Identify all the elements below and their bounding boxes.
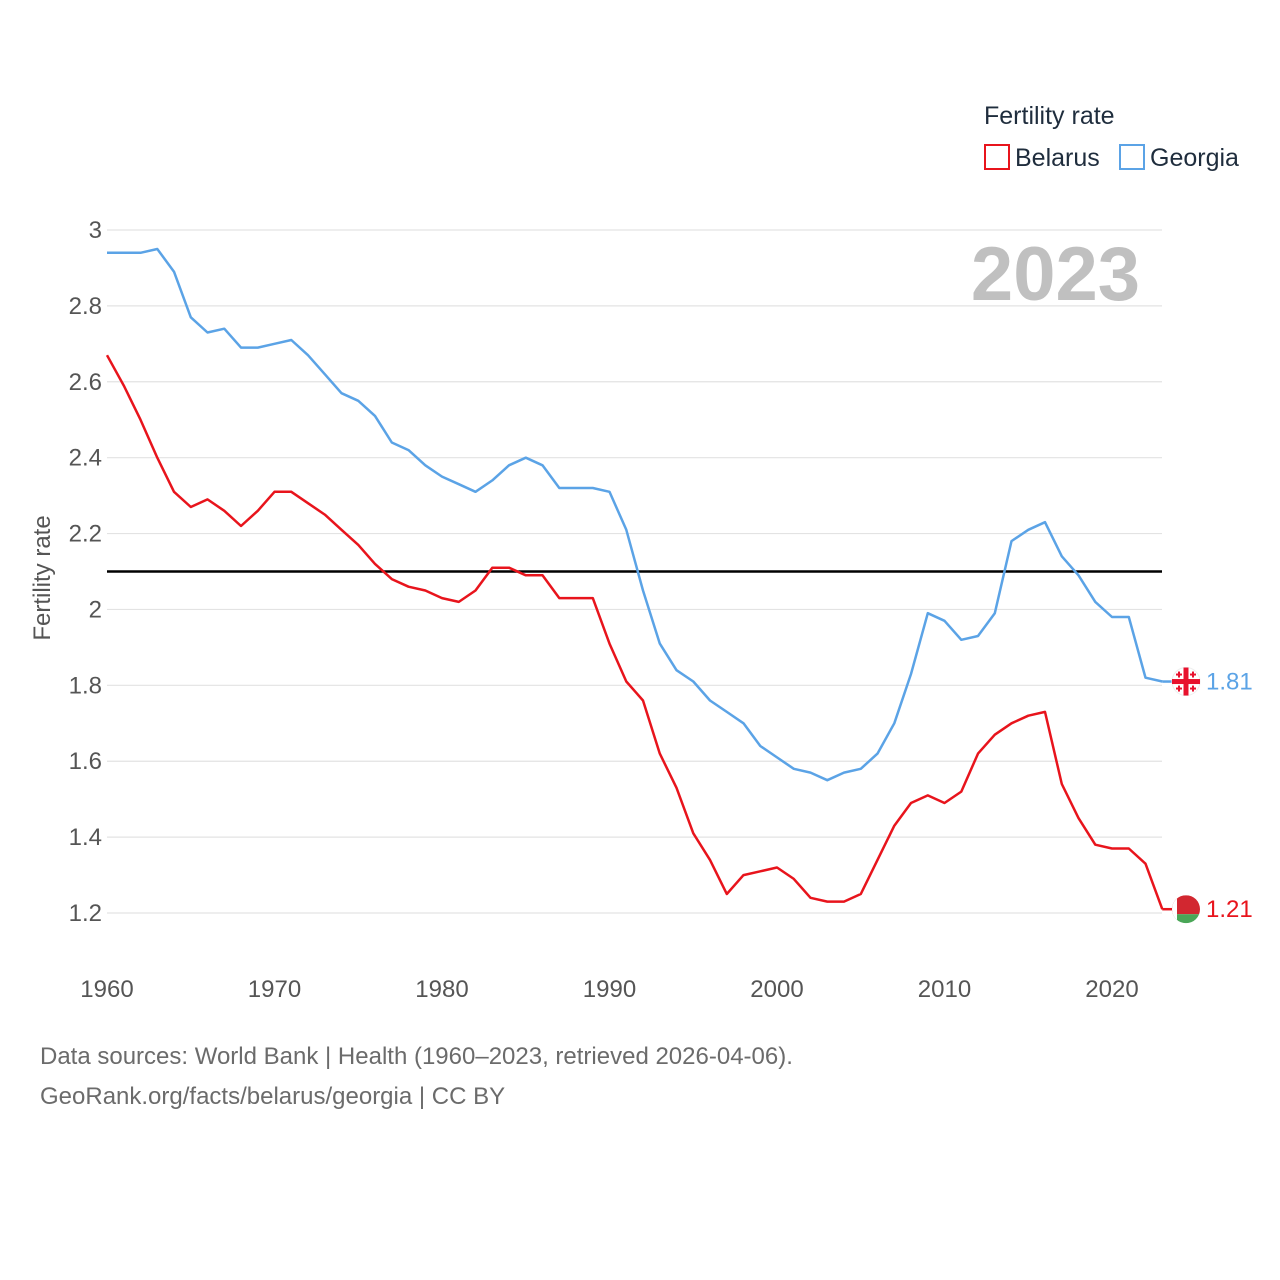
- y-axis-title: Fertility rate: [29, 515, 56, 640]
- x-tick-label: 1980: [415, 976, 468, 1003]
- legend-swatch-belarus: [984, 144, 1010, 170]
- y-tick-label: 2.6: [69, 369, 102, 396]
- series-line-belarus[interactable]: [105, 354, 1164, 910]
- end-value-label-georgia: 1.81: [1206, 669, 1253, 696]
- x-tick-label: 1960: [80, 976, 133, 1003]
- y-axis-ticks: 1.2 1.4 1.6 1.8 2 2.2 2.4 2.6 2.8 3: [69, 217, 102, 927]
- x-tick-label: 1990: [583, 976, 636, 1003]
- y-tick-label: 2.8: [69, 293, 102, 320]
- footer-attribution[interactable]: GeoRank.org/facts/belarus/georgia | CC B…: [40, 1083, 506, 1110]
- legend-title: Fertility rate: [984, 102, 1115, 130]
- y-tick-label: 1.2: [69, 900, 102, 927]
- legend-item-belarus[interactable]: Belarus: [984, 144, 1100, 172]
- series-line-georgia[interactable]: [107, 247, 1163, 782]
- end-value-label-belarus: 1.21: [1206, 896, 1253, 923]
- y-tick-label: 2.2: [69, 521, 102, 548]
- legend-item-georgia[interactable]: Georgia: [1119, 144, 1239, 172]
- gridlines: [107, 229, 1162, 914]
- legend-swatch-georgia: [1119, 144, 1145, 170]
- y-tick-label: 1.4: [69, 824, 102, 851]
- x-tick-label: 2020: [1085, 976, 1138, 1003]
- flag-belarus-icon: [1172, 895, 1200, 924]
- y-tick-label: 1.6: [69, 748, 102, 775]
- end-markers: 1.21 1.81: [1162, 667, 1253, 924]
- x-tick-label: 2000: [750, 976, 803, 1003]
- year-label: 2023: [971, 232, 1140, 317]
- x-tick-label: 2010: [918, 976, 971, 1003]
- footer-sources: Data sources: World Bank | Health (1960–…: [40, 1043, 793, 1070]
- y-tick-label: 2: [89, 596, 102, 623]
- legend-label-georgia: Georgia: [1150, 144, 1239, 172]
- y-tick-label: 2.4: [69, 445, 102, 472]
- flag-georgia-icon: [1171, 667, 1201, 697]
- y-tick-label: 3: [89, 217, 102, 244]
- legend-label-belarus: Belarus: [1015, 144, 1100, 172]
- x-tick-label: 1970: [248, 976, 301, 1003]
- x-axis-ticks: 1960 1970 1980 1990 2000 2010 2020: [80, 976, 1138, 1003]
- y-tick-label: 1.8: [69, 672, 102, 699]
- fertility-chart: Fertility rate Belarus Georgia 1.2 1.4 1.6…: [29, 102, 1253, 1003]
- series-lines: [105, 247, 1164, 910]
